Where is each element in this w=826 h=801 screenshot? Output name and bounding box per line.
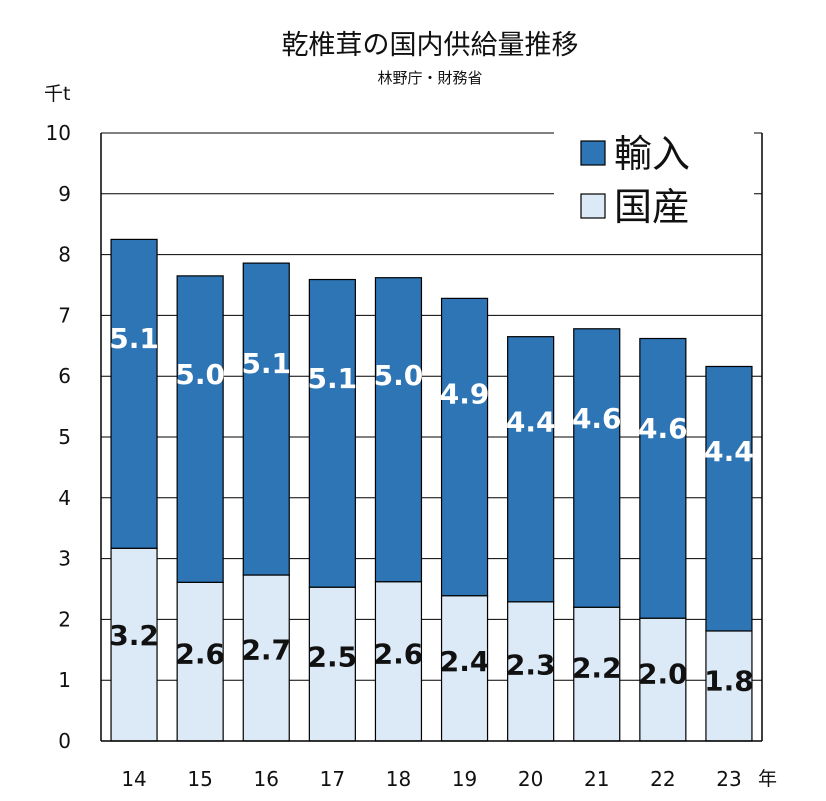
bar-import (573, 328, 621, 608)
data-label-domestic: 2.6 (374, 637, 424, 670)
data-label-domestic: 2.7 (241, 634, 291, 667)
y-tick-label: 1 (58, 668, 71, 692)
data-label-import: 4.6 (572, 402, 622, 435)
data-label-domestic: 2.6 (175, 638, 225, 671)
data-label-import: 5.0 (175, 358, 225, 391)
bar-import (176, 275, 224, 583)
y-tick-label: 0 (58, 729, 71, 753)
bar-import (639, 337, 687, 619)
data-label-domestic: 3.2 (109, 619, 159, 652)
y-tick-label: 9 (58, 182, 71, 206)
data-label-import: 4.9 (440, 378, 490, 411)
y-tick-label: 6 (58, 364, 71, 388)
data-label-domestic: 1.8 (704, 664, 754, 697)
x-tick-label: 22 (650, 767, 675, 791)
x-axis-unit: 年 (758, 768, 777, 790)
legend-label: 国産 (614, 185, 690, 229)
bar-import (507, 336, 555, 603)
bar-domestic (374, 581, 423, 742)
x-tick-label: 23 (716, 767, 741, 791)
bar-domestic (308, 586, 356, 742)
y-tick-labels: 0 1 2 3 4 5 6 7 8 9 10 (46, 121, 71, 753)
chart-title: 乾椎茸の国内供給量推移 (282, 30, 579, 61)
bar-domestic (507, 601, 555, 742)
data-label-import: 5.1 (241, 347, 291, 380)
bar-import (110, 238, 158, 549)
x-tick-label: 16 (254, 767, 279, 791)
y-tick-label: 8 (58, 243, 71, 267)
bar-import (705, 365, 753, 632)
data-label-domestic: 2.3 (506, 648, 556, 681)
legend-swatch (580, 193, 606, 219)
data-label-domestic: 2.4 (440, 645, 490, 678)
legend-swatch (580, 140, 606, 166)
x-tick-label: 21 (584, 767, 609, 791)
bar-import (374, 277, 423, 583)
bar-domestic (705, 630, 753, 742)
bar-import (440, 297, 489, 597)
bar-domestic (573, 606, 621, 742)
data-label-domestic: 2.5 (308, 640, 358, 673)
bar-import (308, 278, 356, 588)
y-tick-label: 7 (58, 303, 71, 327)
legend-label: 輸入 (614, 132, 690, 176)
y-tick-label: 4 (58, 486, 71, 510)
x-tick-labels: 14 15 16 17 18 19 20 21 22 23 (121, 767, 741, 791)
x-tick-label: 19 (452, 767, 477, 791)
chart-subtitle: 林野庁・財務省 (377, 69, 482, 87)
bar-domestic (176, 581, 224, 742)
x-tick-label: 18 (386, 767, 411, 791)
bar-domestic (440, 595, 489, 742)
y-tick-label: 3 (58, 547, 71, 571)
y-tick-label: 10 (46, 121, 71, 145)
y-tick-label: 2 (58, 607, 71, 631)
x-tick-label: 20 (518, 767, 543, 791)
data-label-import: 5.1 (109, 322, 159, 355)
bar-import (242, 262, 290, 576)
data-label-import: 4.4 (506, 406, 556, 439)
data-label-import: 4.6 (638, 412, 688, 445)
data-label-import: 5.0 (374, 359, 424, 392)
x-tick-label: 17 (320, 767, 345, 791)
bar-domestic (639, 617, 687, 742)
data-label-domestic: 2.2 (572, 651, 622, 684)
data-label-import: 4.4 (704, 435, 754, 468)
y-axis-unit: 千t (44, 83, 70, 105)
bars: 5.1 3.2 5.0 2.6 5.1 2.7 5.1 2.5 5.0 2.6 4.9 2.4 4.4 2… (109, 238, 754, 742)
y-tick-label: 5 (58, 425, 71, 449)
data-label-domestic: 2.0 (638, 657, 688, 690)
data-label-import: 5.1 (308, 362, 358, 395)
x-tick-label: 14 (121, 767, 146, 791)
x-tick-label: 15 (187, 767, 212, 791)
